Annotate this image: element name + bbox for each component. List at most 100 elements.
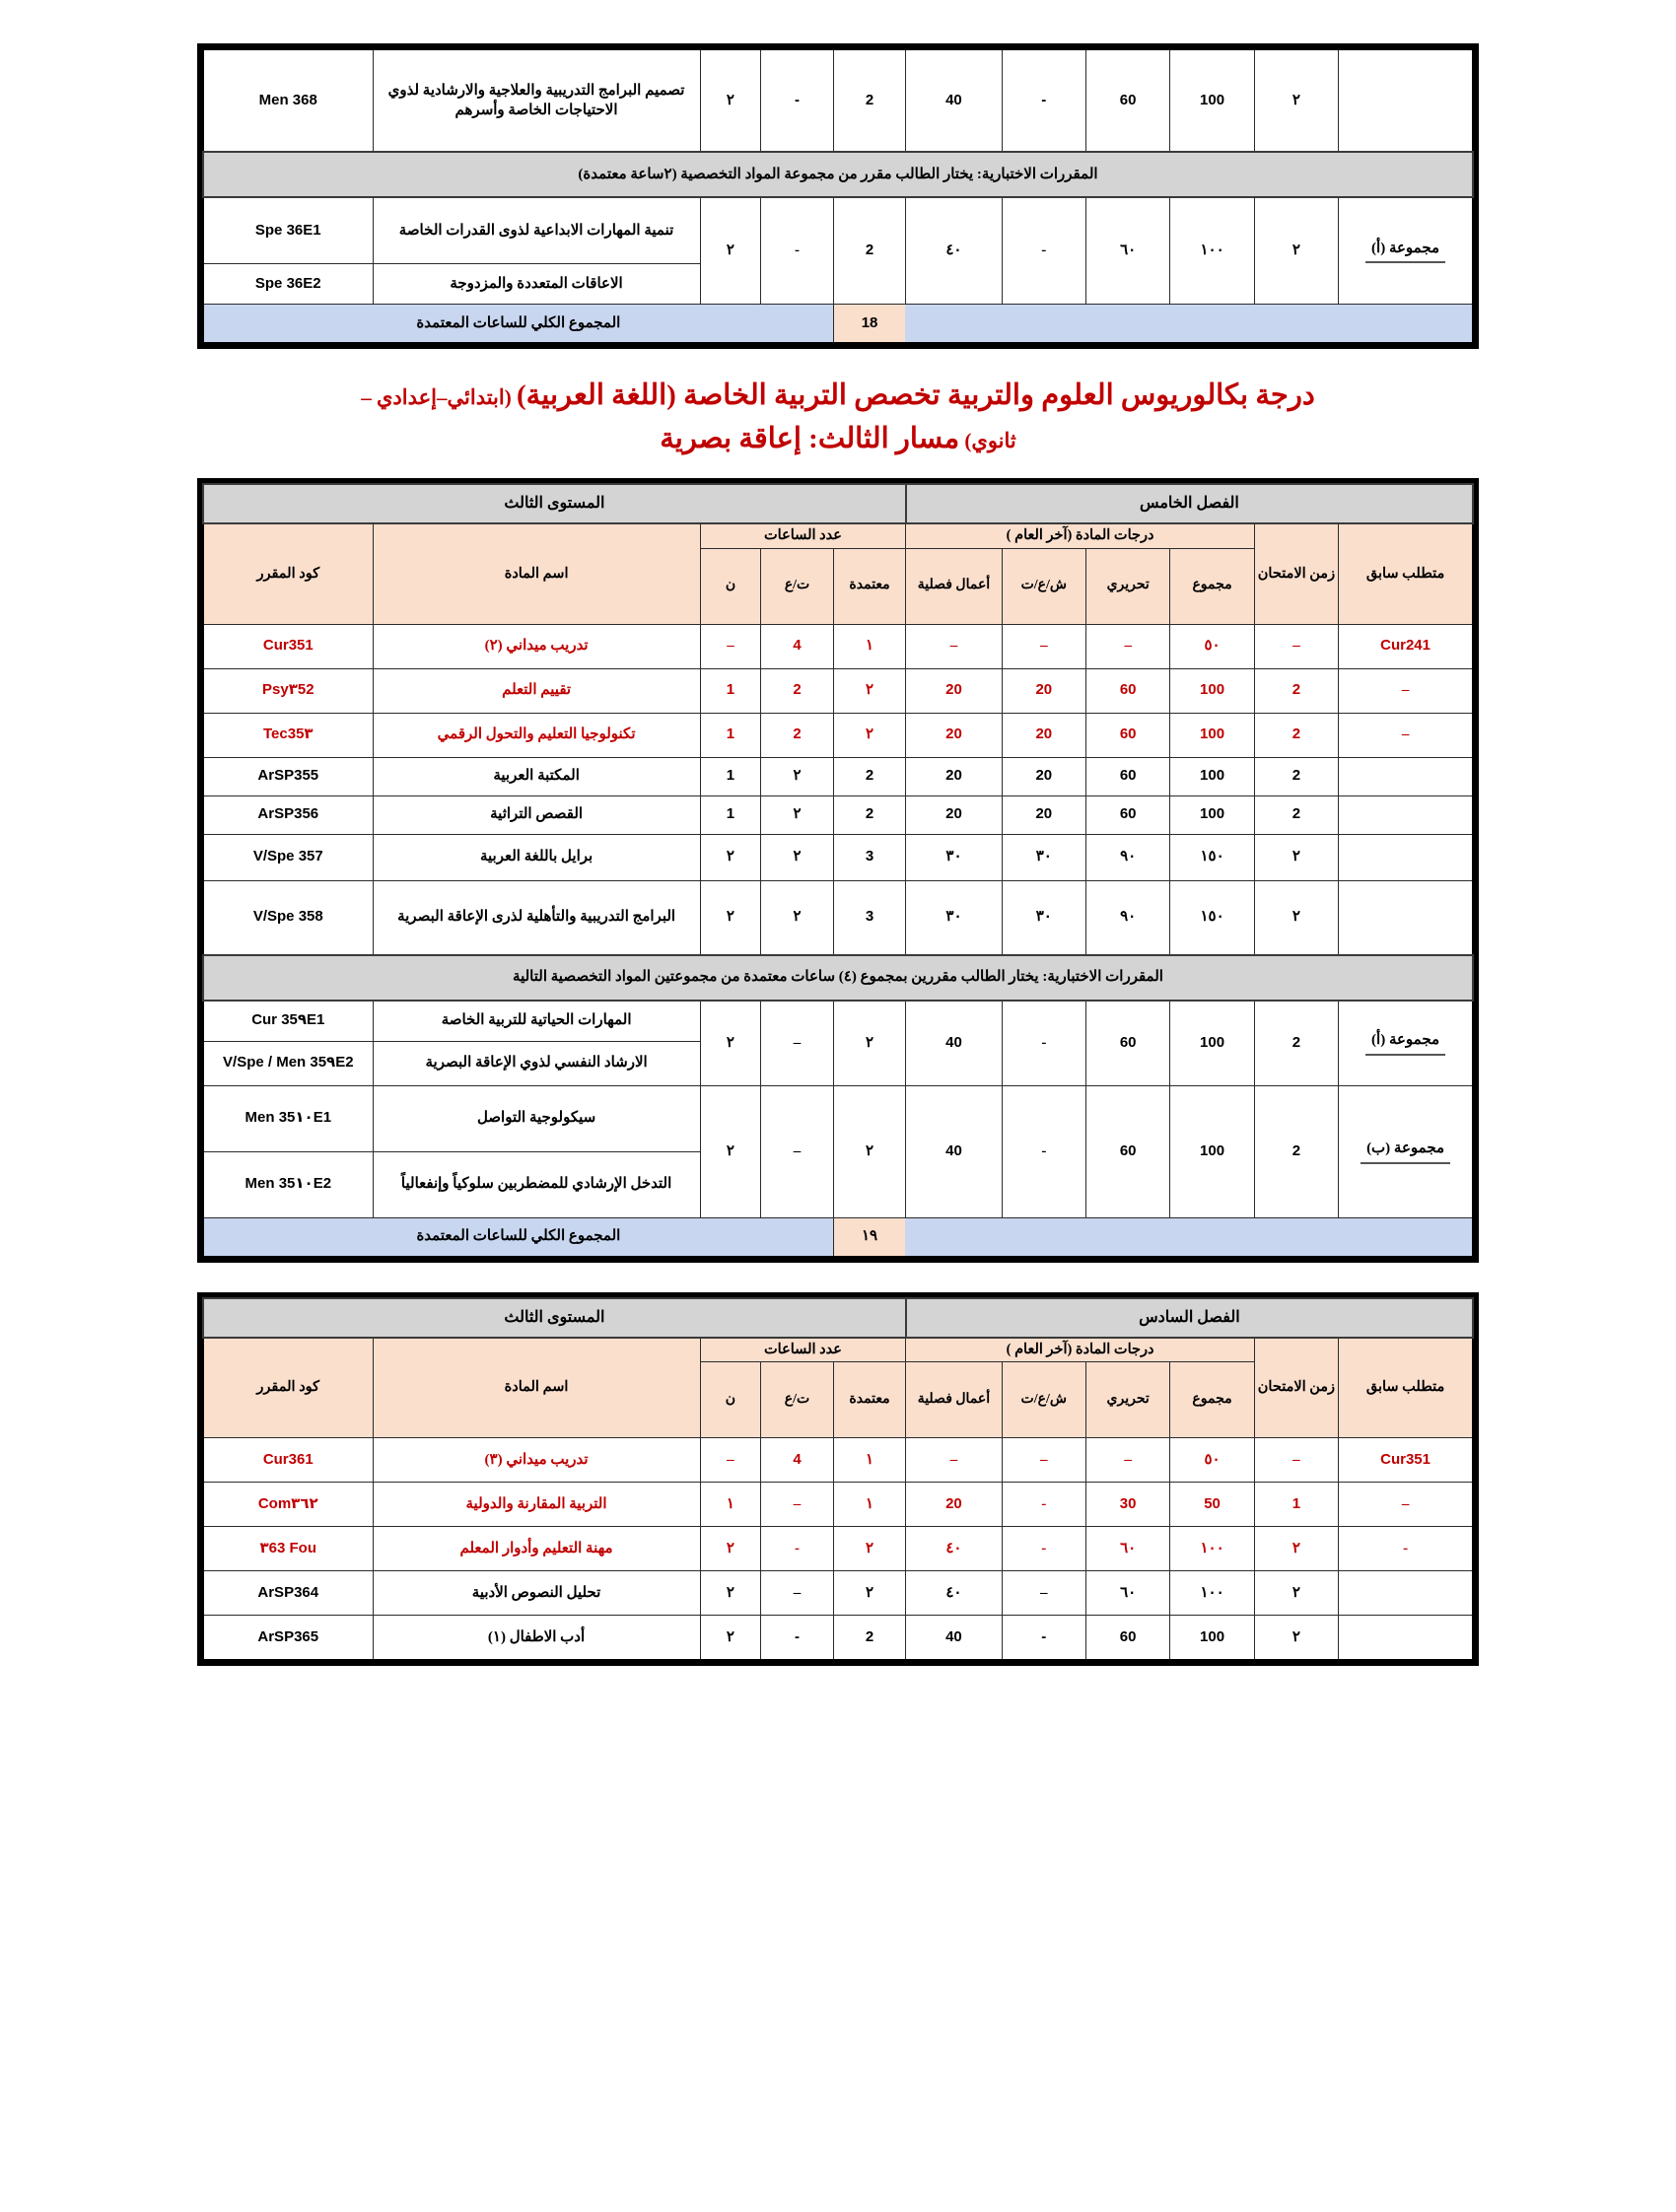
prereq-cell: Cur241	[1338, 623, 1474, 669]
table1-elective-note-row: المقررات الاختبارية: يختار الطالب مقرر م…	[202, 151, 1474, 198]
credit-hours-cell: ١	[832, 1437, 907, 1484]
title-part-degree: درجة بكالوريوس العلوم والتربية تخصص	[846, 380, 1315, 411]
table2-header-row-2: مجموع تحريري ش/ع/ت أعمال فصلية معتمدة ت/…	[203, 547, 1473, 625]
n-hours-cell: 1	[699, 712, 762, 758]
header-credit: معتمدة	[832, 547, 907, 625]
written-marks-cell: 60	[1084, 795, 1171, 835]
level-label: المستوى الثالث	[202, 483, 907, 524]
credit-hours-cell: ٢	[832, 667, 907, 714]
n-hours-cell: 1	[699, 795, 762, 835]
course-code-cell: V/Spe / Men 35٩E2	[202, 1040, 374, 1086]
te-hours-cell: 2	[760, 667, 834, 714]
course-code-cell: Men 368	[202, 48, 374, 153]
course-code-cell: Com٣٦٢	[202, 1482, 374, 1528]
table1-frame: ٢ 100 60 - 40 2 - ٢ تصميم البرامج التدري…	[197, 43, 1479, 349]
written-marks-cell: 60	[1084, 48, 1171, 153]
table3-row-cur361: Cur351 – ٥٠ – – – ١ 4 – تدريب ميداني (٣)…	[202, 1437, 1474, 1484]
course-name-cell: تقييم التعلم	[372, 667, 701, 714]
course-code-cell: Spe 36E2	[202, 263, 374, 305]
exam-time-cell: 2	[1253, 1000, 1340, 1086]
total-marks-cell: ٥٠	[1169, 1437, 1255, 1484]
credit-hours-cell: 3	[832, 879, 907, 956]
te-hours-cell: 2	[760, 712, 834, 758]
total-marks-cell: ١٥٠	[1169, 833, 1255, 881]
shet-marks-cell: 20	[1001, 756, 1087, 796]
table-semester-prev-continuation: ٢ 100 60 - 40 2 - ٢ تصميم البرامج التدري…	[197, 43, 1479, 349]
title-line-2: ثانوي) مسار الثالث: إعاقة بصرية	[118, 418, 1558, 461]
table1: ٢ 100 60 - 40 2 - ٢ تصميم البرامج التدري…	[202, 48, 1474, 344]
course-code-cell: Men 35١٠E1	[202, 1084, 374, 1152]
course-code-cell: ArSP365	[202, 1615, 374, 1661]
exam-time-cell: ٢	[1253, 1526, 1340, 1572]
total-blank-cell	[905, 1216, 1474, 1258]
te-hours-cell: ٢	[760, 756, 834, 796]
total-marks-cell: 100	[1169, 667, 1255, 714]
course-name-cell: التدخل الإرشادي للمضطربين سلوكياً وإنفعا…	[372, 1150, 701, 1218]
table-semester-five: الفصل الخامس المستوى الثالث متطلب سابق ز…	[197, 478, 1479, 1263]
table2-row-arsp355: 2 100 60 20 20 2 ٢ 1 المكتبة العربية ArS…	[202, 756, 1474, 796]
written-marks-cell: ٩٠	[1084, 879, 1171, 956]
header-prereq: متطلب سابق	[1338, 1337, 1474, 1439]
term-work-cell: 40	[905, 1000, 1003, 1086]
exam-time-cell: 2	[1253, 756, 1340, 796]
shet-marks-cell: –	[1001, 1570, 1086, 1617]
exam-time-cell: 1	[1253, 1482, 1340, 1528]
written-marks-cell: 60	[1084, 712, 1171, 758]
total-marks-cell: 50	[1169, 1482, 1255, 1528]
table3-row-arsp364: ٢ ١٠٠ ٦٠ – ٤٠ ٢ – ٢ تحليل النصوص الأدبية…	[202, 1570, 1474, 1617]
written-marks-cell: –	[1084, 623, 1171, 669]
course-name-cell: المهارات الحياتية للتربية الخاصة	[372, 1000, 701, 1042]
term-work-cell: –	[905, 1437, 1003, 1484]
title-part-stage: (ابتدائي–إعدادي –	[361, 385, 517, 409]
table2-row-vspe357: ٢ ١٥٠ ٩٠ ٣٠ ٣٠ 3 ٢ ٢ برايل باللغة العربي…	[202, 833, 1474, 881]
te-hours-cell: ٢	[760, 833, 834, 881]
course-name-cell: سيكولوجية التواصل	[372, 1084, 701, 1152]
course-name-cell: التربية المقارنة والدولية	[372, 1482, 701, 1528]
term-work-cell: 20	[905, 712, 1003, 758]
document-page: ٢ 100 60 - 40 2 - ٢ تصميم البرامج التدري…	[0, 43, 1676, 2212]
title-part-major: التربية الخاصة (اللغة العربية)	[516, 380, 847, 411]
group-label: مجموعة (أ)	[1365, 1030, 1446, 1056]
te-hours-cell: -	[760, 196, 834, 305]
credit-hours-cell: ٢	[832, 1084, 907, 1218]
table3-row-fou363: - ٢ ١٠٠ ٦٠ - ٤٠ ٢ - ٢ مهنة التعليم وأدوا…	[202, 1526, 1474, 1572]
header-term-work: أعمال فصلية	[905, 1361, 1003, 1439]
table1-elective-row-2: الاعاقات المتعددة والمزدوجة Spe 36E2	[202, 263, 1473, 305]
header-term-work: أعمال فصلية	[905, 547, 1003, 625]
table2-header-row-1: متطلب سابق زمن الامتحان درجات المادة (آخ…	[202, 522, 1474, 625]
term-work-cell: 20	[905, 1482, 1003, 1528]
term-work-cell: 40	[905, 1084, 1003, 1218]
title-part-stage2: ثانوي)	[959, 428, 1016, 452]
prereq-cell: –	[1338, 712, 1474, 758]
credit-hours-cell: 2	[832, 196, 907, 305]
semester-label: الفصل السادس	[904, 1296, 1475, 1339]
course-name-cell: الاعاقات المتعددة والمزدوجة	[372, 263, 701, 305]
table2-elective-a-row-1: مجموعة (أ) 2 100 60 - 40 ٢ – ٢ المهارات …	[202, 1000, 1474, 1086]
term-work-cell: –	[905, 623, 1003, 669]
title-part-track: مسار الثالث: إعاقة بصرية	[660, 422, 960, 454]
total-marks-cell: ١٥٠	[1169, 879, 1255, 956]
te-hours-cell: –	[760, 1000, 834, 1086]
total-label-cell: المجموع الكلي للساعات المعتمدة	[202, 304, 834, 344]
course-code-cell: Cur351	[202, 623, 374, 669]
header-shet: ش/ع/ت	[1001, 1361, 1086, 1439]
total-marks-cell: 100	[1169, 1615, 1255, 1661]
header-written: تحريري	[1084, 1361, 1171, 1439]
exam-time-cell: ٢	[1253, 1570, 1340, 1617]
exam-time-cell: ٢	[1253, 48, 1340, 153]
course-code-cell: Fou ٣63	[202, 1526, 374, 1572]
credit-hours-cell: ٢	[832, 712, 907, 758]
total-marks-cell: 100	[1169, 756, 1255, 796]
te-hours-cell: –	[760, 1084, 834, 1218]
total-credits-cell: ١٩	[832, 1216, 907, 1258]
te-hours-cell: ٢	[760, 879, 834, 956]
header-course-name: اسم المادة	[372, 522, 701, 625]
term-work-cell: ٣٠	[905, 879, 1003, 956]
te-hours-cell: -	[760, 48, 834, 153]
group-label: مجموعة (ب)	[1361, 1139, 1451, 1164]
course-name-cell: تكنولوجيا التعليم والتحول الرقمي	[372, 712, 701, 758]
table3-header-row-2: مجموع تحريري ش/ع/ت أعمال فصلية معتمدة ت/…	[203, 1361, 1473, 1439]
table2-band-row: الفصل الخامس المستوى الثالث	[202, 483, 1475, 524]
total-marks-cell: ١٠٠	[1169, 1526, 1255, 1572]
written-marks-cell: 60	[1084, 1000, 1171, 1086]
